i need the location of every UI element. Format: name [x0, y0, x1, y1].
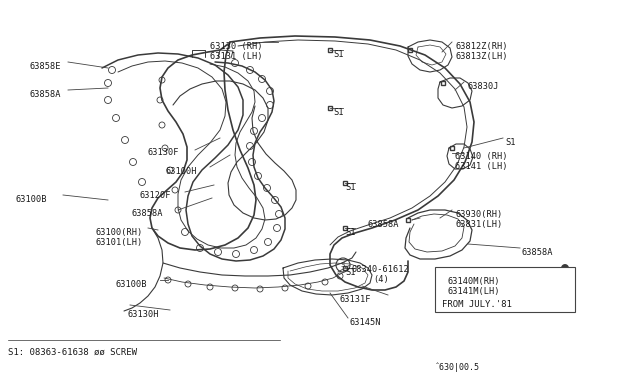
Text: 63120F: 63120F	[140, 191, 172, 200]
Text: 63812Z(RH): 63812Z(RH)	[455, 42, 508, 51]
Text: 63930(RH): 63930(RH)	[455, 210, 502, 219]
Circle shape	[561, 264, 568, 272]
Text: S1: S1	[333, 108, 344, 117]
Text: 63830J: 63830J	[468, 82, 499, 91]
Text: 63831(LH): 63831(LH)	[455, 220, 502, 229]
Text: 63101(LH): 63101(LH)	[95, 238, 142, 247]
Text: S1: S1	[345, 268, 355, 277]
Text: S: S	[341, 262, 345, 268]
Text: S1: S1	[345, 183, 355, 192]
Text: ˆ630|00.5: ˆ630|00.5	[435, 362, 480, 372]
Text: 63130F: 63130F	[148, 148, 179, 157]
Text: S1: S1	[505, 138, 515, 147]
Circle shape	[534, 269, 541, 276]
Bar	[435, 267, 575, 312]
Text: 63141M(LH): 63141M(LH)	[448, 287, 500, 296]
Text: 63100H: 63100H	[165, 167, 196, 176]
Text: 63131 (LH): 63131 (LH)	[210, 52, 262, 61]
Text: 63131F: 63131F	[340, 295, 371, 304]
Text: 63141 (LH): 63141 (LH)	[455, 162, 508, 171]
Text: 63140 (RH): 63140 (RH)	[455, 152, 508, 161]
Text: 63145N: 63145N	[350, 318, 381, 327]
Text: 63100B: 63100B	[15, 195, 47, 204]
Text: (4): (4)	[373, 275, 388, 284]
Text: 63813Z(LH): 63813Z(LH)	[455, 52, 508, 61]
Text: 63858A: 63858A	[132, 209, 163, 218]
Text: 63858A: 63858A	[522, 248, 554, 257]
Text: 63130H: 63130H	[128, 310, 159, 319]
Text: 63858A: 63858A	[368, 220, 399, 229]
Text: 63858E: 63858E	[30, 62, 61, 71]
Text: 63130 (RH): 63130 (RH)	[210, 42, 262, 51]
Text: S1: 08363-61638 øø SCREW: S1: 08363-61638 øø SCREW	[8, 348, 137, 357]
Text: S1: S1	[345, 228, 355, 237]
Text: FROM JULY.'81: FROM JULY.'81	[442, 300, 512, 309]
Text: S1: S1	[333, 50, 344, 59]
Text: 63100(RH): 63100(RH)	[95, 228, 142, 237]
Text: 08340-61612: 08340-61612	[352, 265, 410, 274]
Text: 63858A: 63858A	[30, 90, 61, 99]
Text: 63100B: 63100B	[115, 280, 147, 289]
Text: 63140M(RH): 63140M(RH)	[448, 277, 500, 286]
